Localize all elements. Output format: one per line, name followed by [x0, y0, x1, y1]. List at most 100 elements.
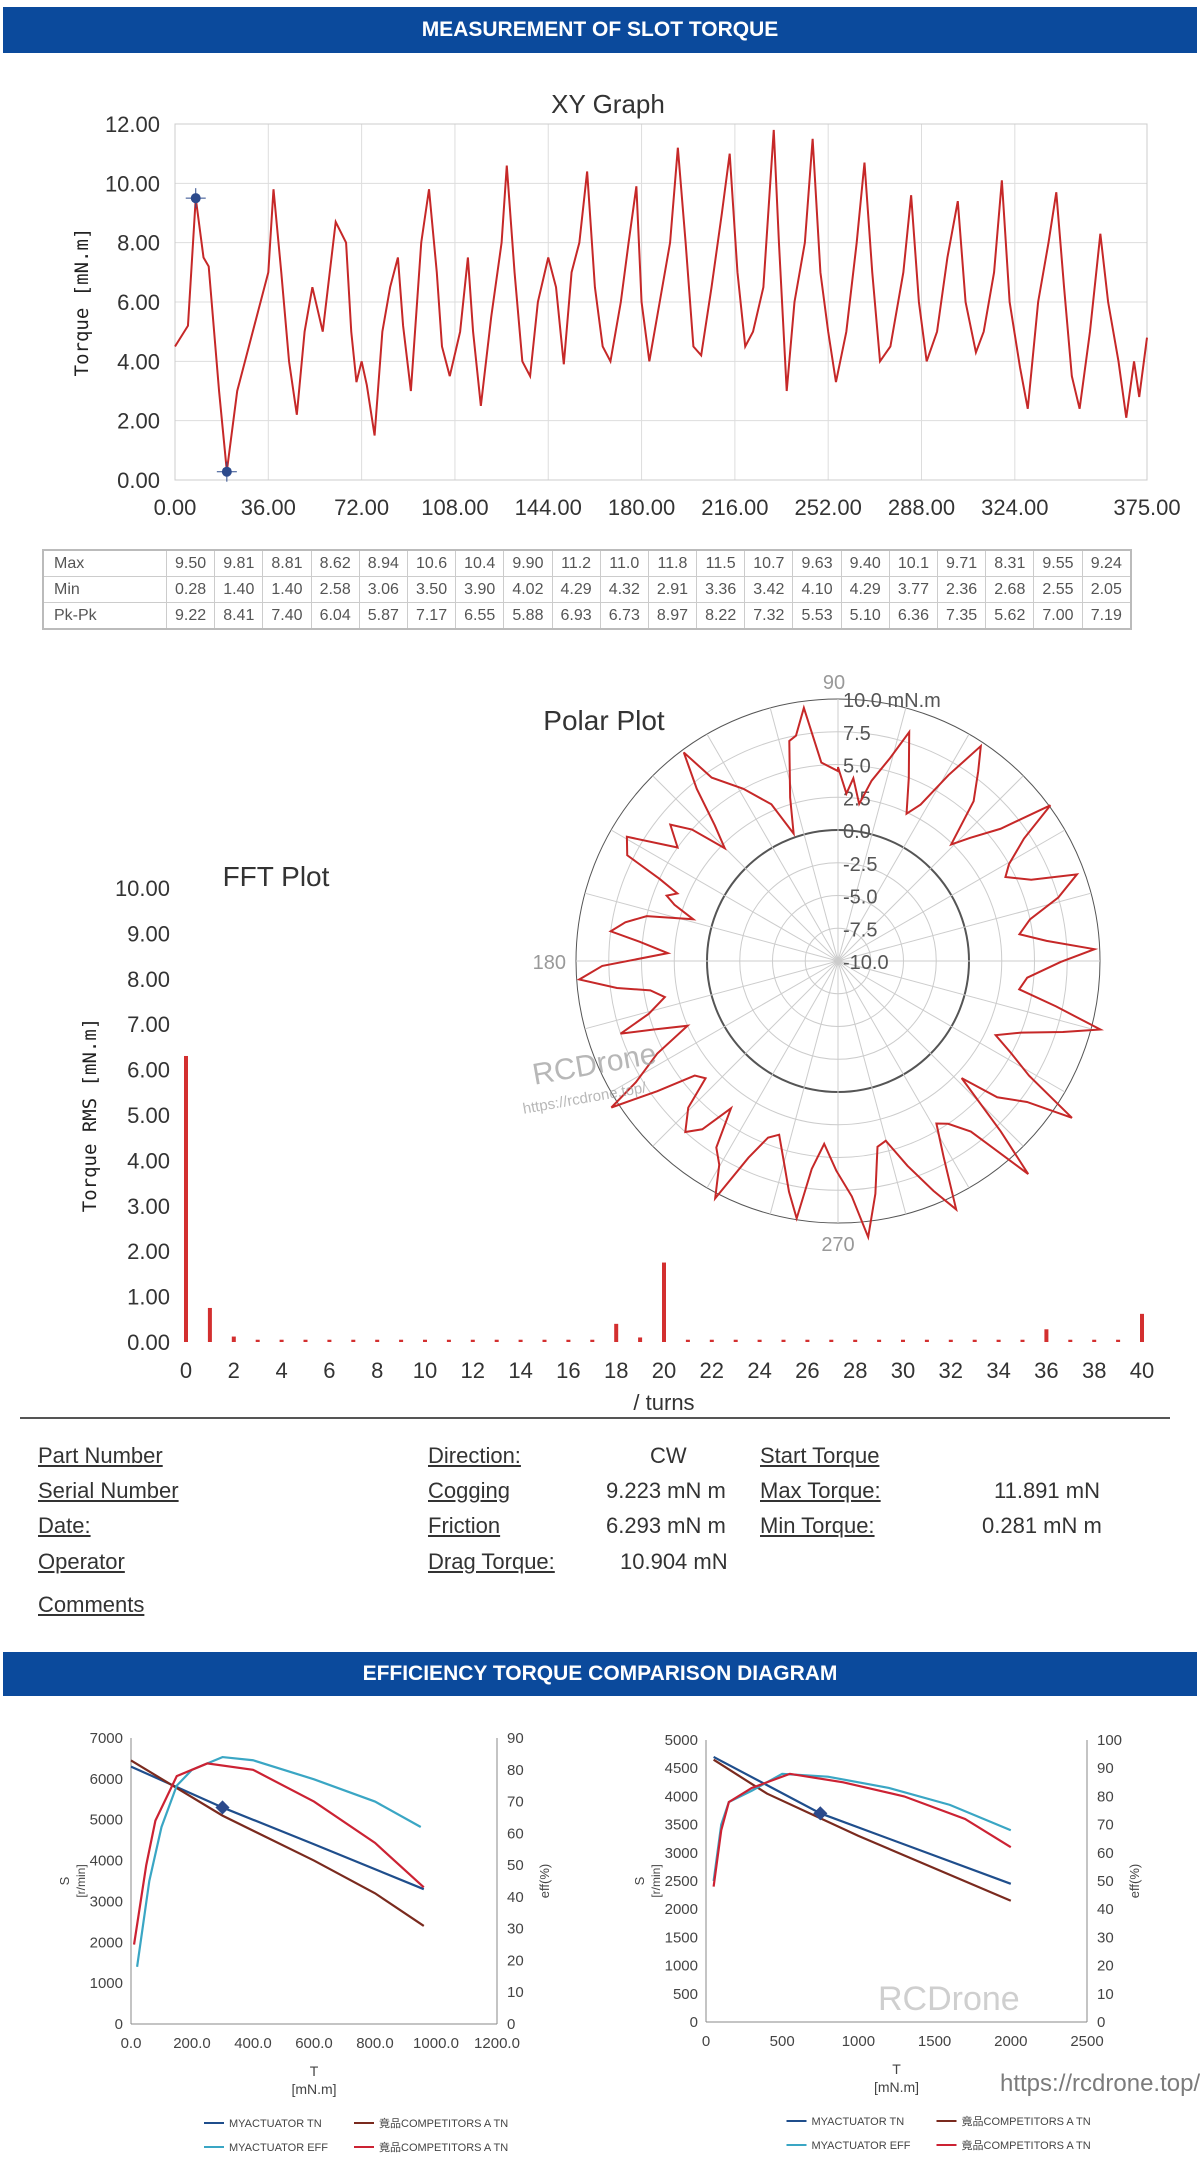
x-tick-label: 0.00 — [154, 495, 197, 520]
table-cell: 8.94 — [358, 549, 408, 577]
table-cell: 5.10 — [840, 602, 890, 630]
table-cell: 0.28 — [165, 576, 216, 603]
stats-table: Max 9.50 9.81 8.81 8.62 8.94 10.6 10.4 9.90 11.2 1… — [42, 549, 1132, 630]
fft-bar — [1044, 1329, 1049, 1342]
table-cell: 6.73 — [599, 602, 649, 630]
table-cell: 7.19 — [1081, 602, 1132, 630]
y-tick-label: 10.00 — [105, 171, 160, 196]
table-cell: 2.68 — [985, 576, 1035, 603]
table-cell: 3.50 — [406, 576, 457, 603]
fft-bar — [255, 1339, 260, 1342]
x-tick-label: 2000 — [994, 2033, 1027, 2050]
table-cell: 8.22 — [696, 602, 746, 630]
x-tick-label: 375.00 — [1113, 495, 1180, 520]
table-cell: 4.32 — [599, 576, 649, 603]
friction-label: Friction — [428, 1513, 501, 1538]
direction-label: Direction: — [428, 1443, 521, 1468]
y2-tick-label: 60 — [507, 1825, 524, 1842]
y-tick-label: 4500 — [665, 1760, 698, 1777]
fft-bar — [709, 1339, 714, 1342]
marker-point — [215, 1800, 230, 1815]
table-cell: 2.05 — [1081, 576, 1132, 603]
table-cell: 8.41 — [214, 602, 264, 630]
x-tick-label: 6 — [323, 1358, 335, 1383]
table-row: Pk-Pk 9.22 8.41 7.40 6.04 5.87 7.17 6.55 5.88 6.9… — [42, 602, 1132, 630]
y-axis-label: Torque RMS [mN.m] — [79, 1018, 101, 1212]
y-tick-label: 3500 — [665, 1817, 698, 1834]
legend-label: 竟品COMPETITORS A TN — [379, 2141, 508, 2154]
drag-torque-label: Drag Torque: — [428, 1549, 555, 1574]
y-tick-label: 2000 — [90, 1934, 123, 1951]
fft-bar — [638, 1337, 643, 1342]
x-tick-label: 800.0 — [356, 2035, 394, 2052]
polar-spoke — [584, 892, 839, 962]
polar-trace — [576, 704, 1104, 1241]
polar-spoke — [706, 960, 839, 1189]
y2-tick-label: 10 — [507, 1984, 524, 2001]
table-cell: 3.90 — [455, 576, 505, 603]
x-axis-label: T — [310, 2063, 319, 2079]
table-cell: 10.1 — [888, 549, 939, 577]
x-axis-unit: [mN.m] — [874, 2079, 919, 2095]
x-tick-label: 288.00 — [888, 495, 955, 520]
y-tick-label: 6000 — [90, 1771, 123, 1788]
fft-bar — [1068, 1339, 1073, 1342]
x-axis-unit: [mN.m] — [291, 2081, 336, 2097]
fft-bar — [1140, 1313, 1144, 1342]
y-tick-label: 7000 — [90, 1730, 123, 1747]
x-tick-label: 4 — [275, 1358, 287, 1383]
fft-bar — [685, 1339, 690, 1342]
y2-tick-label: 0 — [507, 2016, 515, 2033]
table-cell: 6.55 — [455, 602, 505, 630]
r-tick-label: 10.0 mN.m — [843, 690, 941, 712]
x-tick-label: 108.00 — [421, 495, 488, 520]
x-tick-label: 0.0 — [121, 2035, 142, 2052]
x-tick-label: 32 — [939, 1358, 963, 1383]
table-cell: 2.55 — [1033, 576, 1083, 603]
fft-bar — [614, 1323, 619, 1342]
y2-axis-label: eff(%) — [1127, 1864, 1142, 1898]
y-tick-label: 3000 — [90, 1893, 123, 1910]
x-tick-label: 0 — [702, 2033, 710, 2050]
table-cell: 6.36 — [888, 602, 939, 630]
x-tick-label: 16 — [556, 1358, 580, 1383]
fft-bar — [423, 1339, 427, 1342]
max-torque-label: Max Torque: — [760, 1478, 881, 1503]
x-tick-label: 8 — [371, 1358, 383, 1383]
r-tick-label: -5.0 — [843, 887, 877, 909]
y-axis-label: Torque [mN.m] — [71, 228, 93, 377]
series-line — [130, 1765, 425, 1891]
fft-bar — [853, 1339, 858, 1342]
y-tick-label: 0.00 — [127, 1330, 170, 1355]
x-tick-label: 26 — [795, 1358, 819, 1383]
table-cell: 7.17 — [406, 602, 457, 630]
chart-title: FFT Plot — [223, 861, 330, 892]
y-tick-label: 3000 — [665, 1845, 698, 1862]
r-tick-label: -10.0 — [843, 952, 889, 974]
y-tick-label: 5000 — [90, 1812, 123, 1829]
table-cell: 11.8 — [647, 549, 698, 577]
y2-tick-label: 50 — [1097, 1873, 1114, 1890]
fft-bar — [901, 1339, 905, 1342]
row-label: Min — [42, 576, 167, 603]
y-axis-unit: [r/min] — [74, 1864, 88, 1897]
section-header-efficiency: EFFICIENCY TORQUE COMPARISON DIAGRAM — [3, 1652, 1197, 1696]
x-tick-label: 22 — [700, 1358, 724, 1383]
y-tick-label: 6.00 — [117, 290, 160, 315]
y-tick-label: 5.00 — [127, 1103, 170, 1128]
angle-label: 180 — [533, 952, 566, 974]
polar-spoke — [837, 960, 1024, 1147]
table-row: Min 0.28 1.40 1.40 2.58 3.06 3.50 3.90 4.02 4.29 4… — [42, 576, 1132, 603]
y2-tick-label: 30 — [507, 1921, 524, 1938]
legend-label: 竟品COMPETITORS A TN — [962, 2139, 1091, 2152]
fft-bar — [542, 1339, 547, 1342]
y-tick-label: 2500 — [665, 1873, 698, 1890]
y-tick-label: 5000 — [665, 1732, 698, 1749]
legend-label: 竟品COMPETITORS A TN — [962, 2115, 1091, 2128]
x-tick-label: 500 — [770, 2033, 795, 2050]
polar-spoke — [837, 960, 1092, 1030]
r-tick-label: -7.5 — [843, 919, 877, 941]
y-tick-label: 4.00 — [117, 349, 160, 374]
